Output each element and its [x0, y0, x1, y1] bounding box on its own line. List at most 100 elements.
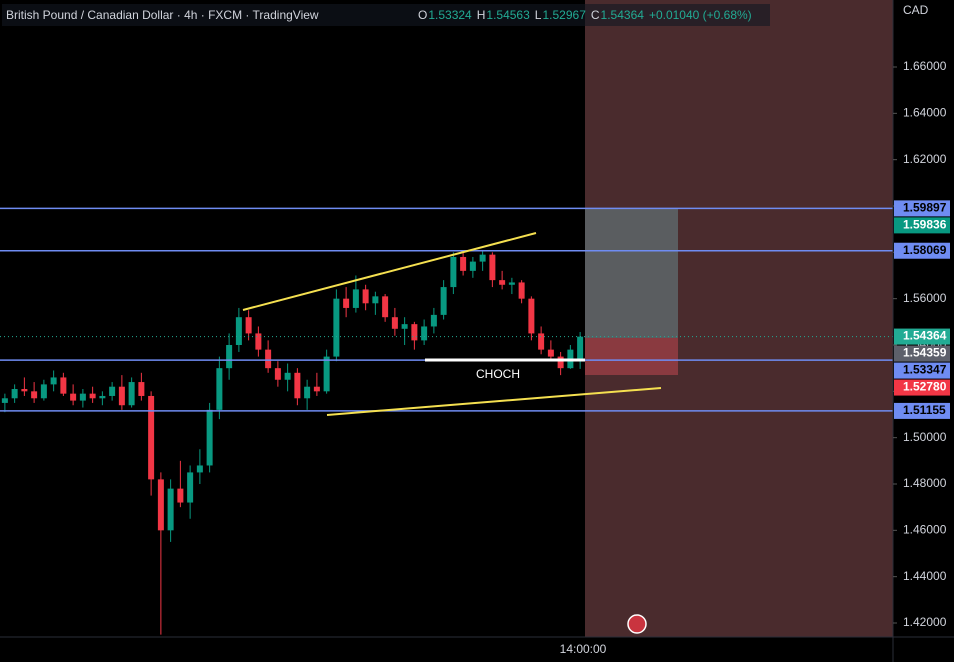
candle-body	[60, 377, 67, 394]
candle-body	[460, 256, 467, 271]
candle-body	[479, 254, 486, 262]
y-tick-label: 1.56000	[903, 291, 947, 305]
candle-body	[518, 282, 525, 299]
candle-body	[79, 393, 86, 401]
candle-body	[538, 333, 545, 350]
candle-body	[508, 282, 515, 285]
candle-body	[499, 280, 506, 285]
candle-body	[167, 488, 174, 531]
candle-body	[372, 296, 379, 304]
currency: CAD	[903, 3, 929, 17]
candle-body	[50, 377, 57, 385]
y-tick-label: 1.42000	[903, 615, 947, 629]
y-tick-label: 1.62000	[903, 152, 947, 166]
trend-line-upper	[242, 232, 537, 311]
quote-part: L	[535, 8, 542, 22]
candle-body	[294, 372, 301, 399]
quote-part: 1.52967	[542, 8, 586, 22]
price-label: 1.54364	[903, 329, 947, 343]
y-tick-label: 1.44000	[903, 569, 947, 583]
candle-body	[265, 349, 272, 369]
candle-body	[274, 368, 281, 380]
quote-part: +0.01040 (+0.68%)	[649, 8, 752, 22]
quote-part: C	[591, 8, 600, 22]
quote-part: 1.53324	[428, 8, 472, 22]
quote-part: O	[418, 8, 427, 22]
candle-body	[489, 254, 496, 281]
candle-body	[21, 389, 28, 392]
quote-part: 1.54364	[601, 8, 645, 22]
x-tick-label: 14:00:00	[560, 642, 607, 656]
candle-body	[138, 382, 145, 396]
price-label-bg	[894, 362, 950, 379]
price-label: 1.54359	[903, 346, 947, 360]
candle-body	[187, 472, 194, 503]
price-label-bg	[894, 242, 950, 259]
price-label: 1.53347	[903, 363, 947, 377]
price-axis: 1.420001.440001.460001.480001.500001.520…	[893, 59, 950, 629]
candle-body	[333, 298, 340, 357]
candle-body	[313, 386, 320, 392]
y-tick-label: 1.46000	[903, 523, 947, 537]
price-label: 1.52780	[903, 380, 947, 394]
candle-body	[118, 386, 125, 406]
candle-body	[382, 296, 389, 318]
header-bg	[2, 4, 770, 26]
candle-body	[109, 386, 116, 396]
candle-body	[411, 324, 418, 341]
candle-body	[148, 395, 155, 480]
candle-body	[577, 336, 584, 361]
candle-body	[440, 287, 447, 315]
candle-body	[528, 298, 535, 334]
candle-body	[362, 289, 369, 304]
price-label-bg	[894, 217, 950, 234]
candle-body	[284, 372, 291, 380]
y-tick-label: 1.64000	[903, 106, 947, 120]
candle-body	[391, 317, 398, 329]
stop-box	[585, 338, 678, 375]
quote-part: 1.54563	[486, 8, 530, 22]
candle-body	[430, 314, 437, 327]
target-box	[585, 208, 678, 338]
candle-body	[1, 398, 8, 403]
price-label: 1.59897	[903, 201, 947, 215]
annotation: CHOCH	[476, 367, 520, 381]
candle-body	[255, 333, 262, 350]
candle-body	[206, 409, 213, 466]
price-label-bg	[894, 402, 950, 419]
candle-body	[177, 488, 184, 503]
candle-body	[196, 465, 203, 473]
candle-body	[450, 256, 457, 288]
candle-body	[11, 389, 18, 399]
y-tick-label: 1.50000	[903, 430, 947, 444]
candle-body	[157, 479, 164, 531]
event-flag[interactable]	[627, 614, 647, 634]
candle-body	[304, 386, 311, 399]
candle-body	[216, 368, 223, 410]
candle-body	[89, 393, 96, 399]
candle-body	[70, 393, 77, 401]
candle-body	[343, 298, 350, 308]
candle-body	[547, 349, 554, 357]
price-label-bg	[894, 345, 950, 362]
plot	[0, 207, 893, 635]
candle-body	[557, 356, 564, 369]
candle-body	[128, 382, 135, 406]
candle-body	[469, 261, 476, 271]
y-tick-label: 1.48000	[903, 476, 947, 490]
candle-body	[31, 391, 38, 399]
candle-body	[323, 356, 330, 392]
candle-body	[421, 326, 428, 341]
price-label-bg	[894, 328, 950, 345]
candle-body	[352, 289, 359, 308]
candle-body	[99, 395, 106, 399]
candle-body	[40, 384, 47, 399]
title: British Pound / Canadian Dollar · 4h · F…	[6, 8, 319, 22]
price-label-bg	[894, 379, 950, 396]
candle-body	[401, 324, 408, 329]
price-label: 1.58069	[903, 243, 947, 257]
trend-line-lower	[326, 387, 662, 416]
candle-body	[235, 317, 242, 345]
price-label-bg	[894, 200, 950, 217]
